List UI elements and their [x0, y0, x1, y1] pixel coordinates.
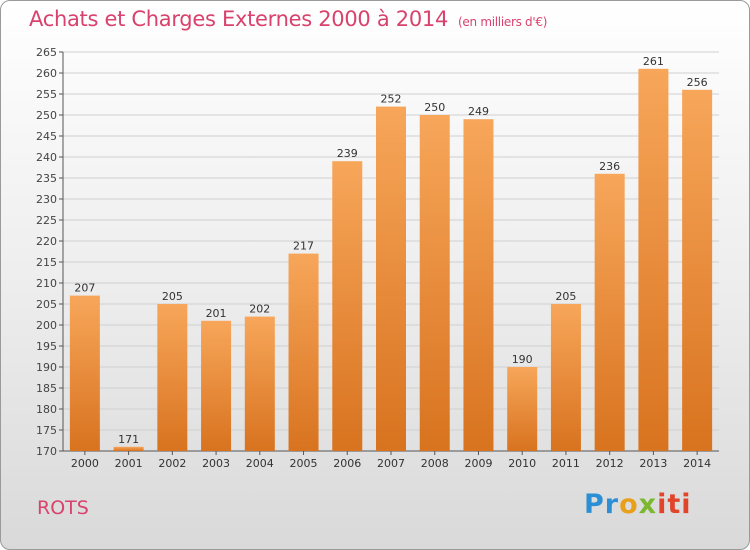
bar	[594, 173, 625, 452]
bar	[201, 320, 232, 451]
data-label: 217	[293, 240, 314, 253]
title-text: Achats et Charges Externes 2000 à 2014	[29, 7, 449, 31]
axis-layer: 170 175 180 185 190 195 200 205 210 215 220 225 230 2…	[36, 46, 719, 470]
y-tick-label: 185	[36, 382, 57, 395]
x-tick-label: 2005	[290, 457, 318, 470]
logo-part-2: o	[619, 489, 639, 520]
y-tick-label: 225	[36, 214, 57, 227]
data-label: 205	[162, 290, 183, 303]
y-tick-label: 170	[36, 445, 57, 458]
bar	[288, 253, 319, 451]
data-label: 261	[643, 55, 664, 68]
data-label: 252	[381, 93, 402, 106]
proxiti-logo: Proxiti	[584, 489, 692, 520]
y-tick-label: 180	[36, 403, 57, 416]
data-label: 239	[337, 147, 358, 160]
bar	[638, 68, 669, 452]
unit-label: (en milliers d'€)	[458, 15, 548, 29]
y-tick-label: 265	[36, 46, 57, 59]
bar	[550, 304, 581, 451]
y-tick-label: 230	[36, 193, 57, 206]
y-tick-label: 205	[36, 298, 57, 311]
y-tick-label: 235	[36, 172, 57, 185]
x-tick-label: 2014	[683, 457, 711, 470]
bar	[507, 367, 538, 451]
data-label: 190	[512, 353, 533, 366]
x-tick-label: 2009	[464, 457, 492, 470]
x-tick-label: 2010	[508, 457, 536, 470]
bar	[157, 304, 188, 451]
bar	[113, 446, 144, 451]
data-label: 205	[555, 290, 576, 303]
bar	[376, 106, 406, 451]
data-label: 250	[424, 101, 445, 114]
x-tick-label: 2003	[202, 457, 230, 470]
logo-part-4: iti	[657, 489, 692, 520]
y-tick-label: 245	[36, 130, 57, 143]
data-label: 236	[599, 160, 620, 173]
bar	[463, 119, 494, 451]
y-tick-label: 255	[36, 88, 57, 101]
x-tick-label: 2013	[639, 457, 667, 470]
data-label: 171	[118, 433, 139, 446]
data-label: 201	[206, 307, 227, 320]
data-label: 249	[468, 105, 489, 118]
data-label: 207	[74, 282, 95, 295]
x-tick-label: 2006	[333, 457, 361, 470]
y-tick-label: 220	[36, 235, 57, 248]
bar	[69, 295, 100, 451]
y-tick-label: 215	[36, 256, 57, 269]
logo-part-3: x	[638, 489, 658, 520]
y-tick-label: 190	[36, 361, 57, 374]
chart-title: Achats et Charges Externes 2000 à 2014 (e…	[29, 7, 547, 31]
data-label: 202	[249, 303, 270, 316]
bar-layer: 207 171 205 201 202 217 239 252 250 249 190 205 236 2…	[69, 55, 713, 452]
x-tick-label: 2004	[246, 457, 274, 470]
y-tick-label: 240	[36, 151, 57, 164]
x-tick-label: 2011	[552, 457, 580, 470]
y-tick-label: 175	[36, 424, 57, 437]
y-tick-label: 195	[36, 340, 57, 353]
x-tick-label: 2000	[71, 457, 99, 470]
x-tick-label: 2001	[115, 457, 143, 470]
data-label: 256	[687, 76, 708, 89]
bar	[332, 161, 363, 451]
x-tick-label: 2008	[421, 457, 449, 470]
x-tick-label: 2012	[596, 457, 624, 470]
y-tick-label: 250	[36, 109, 57, 122]
y-tick-label: 200	[36, 319, 57, 332]
logo-part-1: Pr	[584, 489, 620, 520]
place-label: ROTS	[37, 497, 89, 519]
bar	[682, 89, 713, 452]
bar	[419, 115, 450, 451]
x-tick-label: 2002	[158, 457, 186, 470]
bar	[244, 316, 275, 451]
y-tick-label: 210	[36, 277, 57, 290]
x-tick-label: 2007	[377, 457, 405, 470]
y-tick-label: 260	[36, 67, 57, 80]
